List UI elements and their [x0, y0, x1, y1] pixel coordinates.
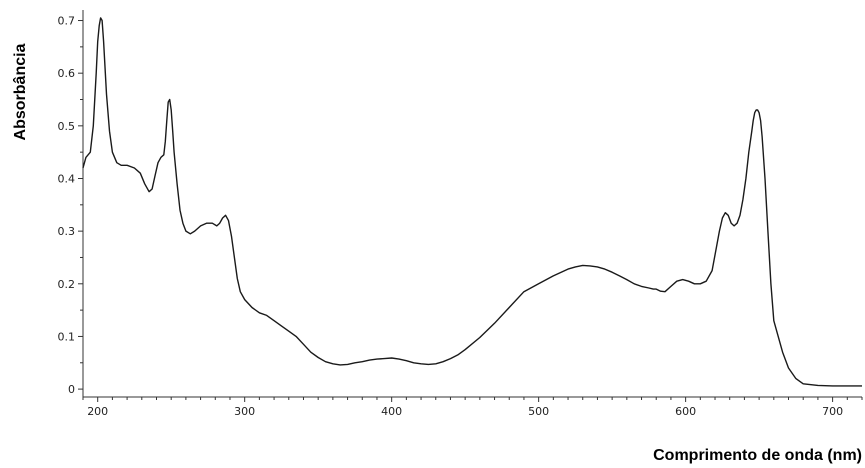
y-tick-label: 0.6 — [58, 67, 76, 80]
x-tick-label: 400 — [381, 405, 402, 418]
series-layer — [82, 17, 862, 387]
y-tick-label: 0.4 — [58, 172, 76, 185]
y-tick-label: 0.2 — [58, 278, 76, 291]
tick-labels: 0 0.1 0.2 0.3 0.4 0.5 0.6 0.7 200 300 400 500 600 700 — [58, 15, 844, 418]
y-tick-label: 0 — [68, 383, 75, 396]
axis-ticks — [78, 20, 863, 402]
y-tick-label: 0.7 — [58, 15, 76, 28]
series-line — [82, 17, 862, 387]
y-tick-label: 0.5 — [58, 120, 76, 133]
y-tick-label: 0.1 — [58, 330, 76, 343]
axes — [82, 10, 862, 398]
y-axis-title: Absorbância — [12, 43, 29, 140]
x-tick-label: 300 — [234, 405, 255, 418]
x-tick-label: 600 — [675, 405, 696, 418]
x-tick-label: 200 — [87, 405, 108, 418]
x-axis-title: Comprimento de onda (nm) — [653, 447, 862, 464]
y-tick-label: 0.3 — [58, 225, 76, 238]
x-tick-label: 700 — [822, 405, 843, 418]
x-tick-label: 500 — [528, 405, 549, 418]
